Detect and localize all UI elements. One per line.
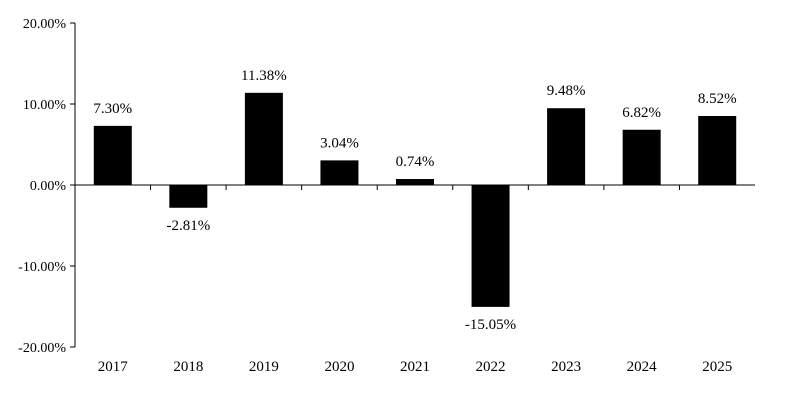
bar-2018 bbox=[169, 185, 208, 208]
value-label-2017: 7.30% bbox=[93, 101, 132, 117]
y-tick-label: -20.00% bbox=[18, 341, 66, 356]
x-tick-label-2021: 2021 bbox=[400, 359, 430, 375]
x-tick-label-2017: 2017 bbox=[98, 359, 129, 375]
bars bbox=[93, 92, 737, 307]
x-tick-label-2020: 2020 bbox=[324, 359, 354, 375]
x-tick-label-2018: 2018 bbox=[173, 359, 203, 375]
x-axis: 2017 2018 2019 2020 2021 2022 2023 2024 2025 bbox=[75, 184, 755, 375]
value-label-2023: 9.48% bbox=[547, 83, 586, 99]
x-tick-label-2022: 2022 bbox=[476, 359, 506, 375]
value-label-2020: 3.04% bbox=[320, 135, 359, 151]
y-axis: 20.00% 10.00% 0.00% -10.00% -20.00% bbox=[18, 17, 76, 356]
x-tick-label-2025: 2025 bbox=[702, 359, 732, 375]
value-label-2021: 0.74% bbox=[396, 154, 435, 170]
value-labels: 7.30% -2.81% 11.38% 3.04% 0.74% -15.05% 9.48% 6… bbox=[93, 68, 736, 333]
bar-2025 bbox=[698, 115, 737, 185]
y-tick-label: 20.00% bbox=[23, 17, 67, 32]
x-tick-label-2023: 2023 bbox=[551, 359, 581, 375]
value-label-2019: 11.38% bbox=[241, 68, 287, 84]
bar-2017 bbox=[93, 125, 132, 185]
bar-2019 bbox=[244, 92, 283, 185]
bar-2021 bbox=[396, 179, 434, 185]
y-tick-label: 0.00% bbox=[30, 179, 67, 194]
value-label-2022: -15.05% bbox=[465, 317, 516, 333]
value-label-2018: -2.81% bbox=[166, 218, 210, 234]
x-tick-label-2019: 2019 bbox=[249, 359, 279, 375]
bar-2024 bbox=[622, 129, 661, 185]
value-label-2025: 8.52% bbox=[698, 91, 737, 107]
x-tick-label-2024: 2024 bbox=[627, 359, 658, 375]
bar-2022 bbox=[471, 185, 510, 307]
bar-2020 bbox=[320, 160, 359, 185]
y-tick-label: -10.00% bbox=[18, 260, 66, 275]
bar-2023 bbox=[547, 108, 586, 185]
y-tick-label: 10.00% bbox=[23, 98, 67, 113]
value-label-2024: 6.82% bbox=[622, 105, 661, 121]
